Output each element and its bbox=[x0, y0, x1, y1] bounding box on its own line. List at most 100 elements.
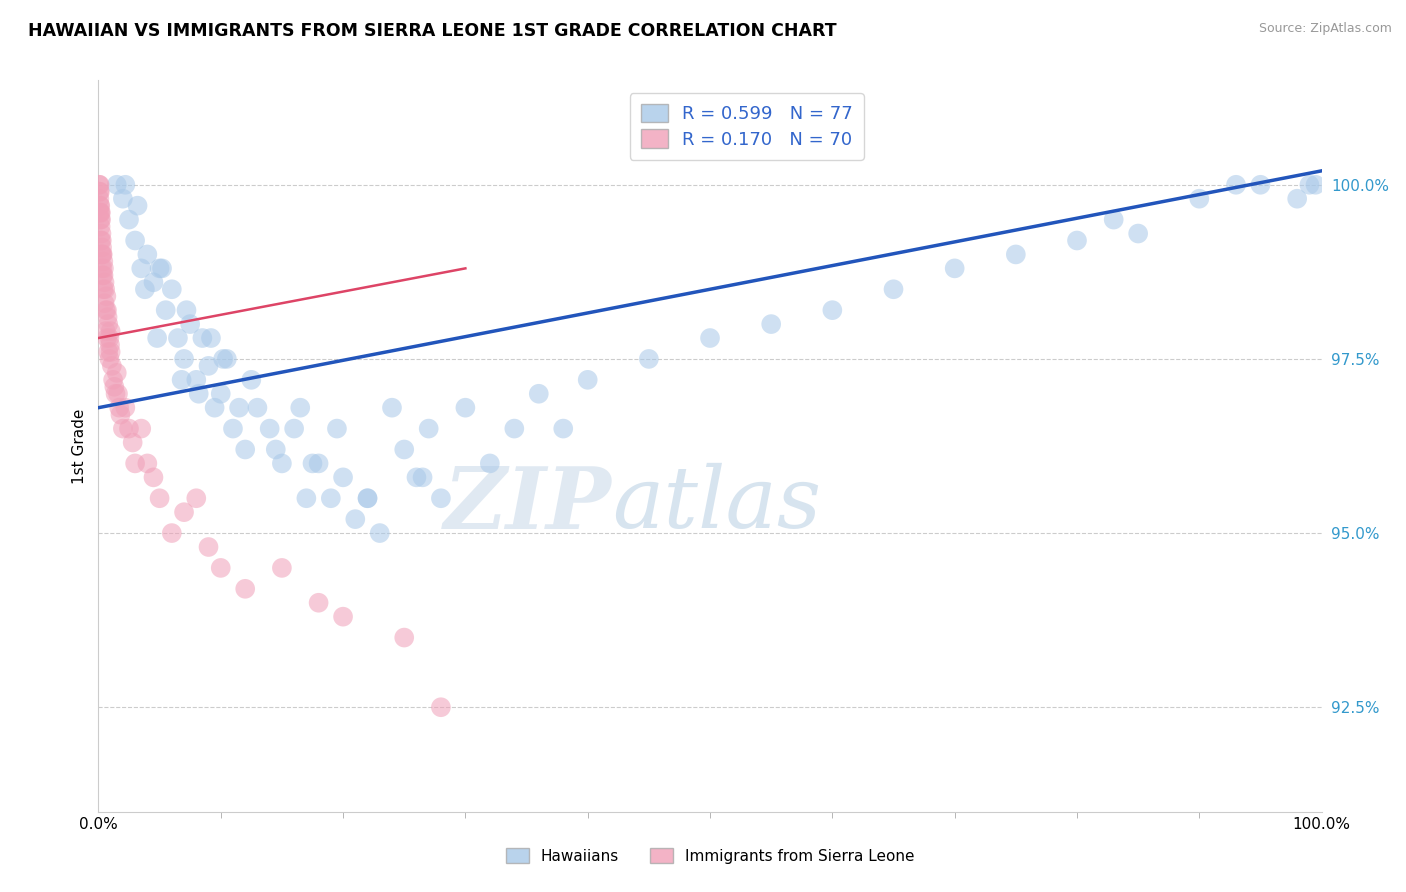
Point bbox=[430, 700, 453, 714]
Point bbox=[136, 247, 159, 261]
Point bbox=[90, 234, 112, 248]
Point bbox=[98, 331, 121, 345]
Point bbox=[326, 421, 349, 435]
Point bbox=[392, 631, 416, 645]
Point bbox=[170, 373, 193, 387]
Point bbox=[94, 324, 117, 338]
Point bbox=[90, 212, 112, 227]
Point bbox=[100, 345, 122, 359]
Point bbox=[1102, 212, 1125, 227]
Point bbox=[1225, 178, 1247, 192]
Point bbox=[176, 303, 198, 318]
Point bbox=[124, 234, 146, 248]
Point bbox=[90, 247, 112, 261]
Point bbox=[90, 234, 112, 248]
Point bbox=[91, 254, 114, 268]
Point bbox=[186, 373, 208, 387]
Point bbox=[197, 359, 219, 373]
Point bbox=[356, 491, 378, 506]
Point bbox=[319, 491, 342, 506]
Point bbox=[200, 331, 222, 345]
Point bbox=[1305, 178, 1327, 192]
Point bbox=[1004, 247, 1026, 261]
Point bbox=[91, 247, 114, 261]
Text: Source: ZipAtlas.com: Source: ZipAtlas.com bbox=[1258, 22, 1392, 36]
Point bbox=[264, 442, 287, 457]
Point bbox=[91, 268, 114, 283]
Point bbox=[301, 457, 323, 471]
Point bbox=[114, 178, 136, 192]
Point bbox=[418, 421, 440, 435]
Point bbox=[699, 331, 721, 345]
Point bbox=[107, 386, 129, 401]
Point bbox=[209, 386, 232, 401]
Point bbox=[149, 491, 172, 506]
Point bbox=[89, 192, 111, 206]
Point bbox=[94, 282, 117, 296]
Point bbox=[98, 338, 121, 352]
Point bbox=[97, 345, 120, 359]
Point bbox=[212, 351, 235, 366]
Point bbox=[89, 185, 111, 199]
Point bbox=[101, 373, 124, 387]
Point bbox=[576, 373, 599, 387]
Point bbox=[209, 561, 232, 575]
Point bbox=[332, 470, 354, 484]
Point bbox=[1250, 178, 1272, 192]
Point bbox=[114, 401, 136, 415]
Point bbox=[173, 351, 195, 366]
Point bbox=[179, 317, 201, 331]
Point bbox=[259, 421, 281, 435]
Point bbox=[821, 303, 844, 318]
Point bbox=[270, 561, 294, 575]
Point bbox=[150, 261, 173, 276]
Point bbox=[295, 491, 318, 506]
Point bbox=[943, 261, 966, 276]
Point bbox=[246, 401, 269, 415]
Point bbox=[149, 261, 172, 276]
Point bbox=[103, 380, 125, 394]
Text: HAWAIIAN VS IMMIGRANTS FROM SIERRA LEONE 1ST GRADE CORRELATION CHART: HAWAIIAN VS IMMIGRANTS FROM SIERRA LEONE… bbox=[28, 22, 837, 40]
Point bbox=[93, 296, 115, 310]
Point bbox=[240, 373, 263, 387]
Point bbox=[142, 470, 165, 484]
Point bbox=[94, 303, 117, 318]
Point bbox=[89, 212, 111, 227]
Point bbox=[405, 470, 427, 484]
Point bbox=[121, 435, 143, 450]
Point bbox=[97, 317, 120, 331]
Point bbox=[233, 442, 256, 457]
Point bbox=[91, 240, 114, 254]
Point bbox=[118, 421, 141, 435]
Point bbox=[637, 351, 661, 366]
Point bbox=[290, 401, 312, 415]
Point bbox=[96, 331, 118, 345]
Point bbox=[89, 205, 111, 219]
Point bbox=[356, 491, 378, 506]
Point bbox=[89, 199, 111, 213]
Point bbox=[96, 289, 118, 303]
Point bbox=[173, 505, 195, 519]
Point bbox=[110, 408, 132, 422]
Text: atlas: atlas bbox=[612, 463, 821, 546]
Point bbox=[98, 351, 121, 366]
Point bbox=[308, 457, 330, 471]
Point bbox=[97, 310, 120, 325]
Point bbox=[100, 324, 122, 338]
Point bbox=[883, 282, 905, 296]
Point bbox=[392, 442, 416, 457]
Point bbox=[96, 303, 118, 318]
Point bbox=[89, 199, 111, 213]
Point bbox=[146, 331, 169, 345]
Point bbox=[134, 282, 156, 296]
Point bbox=[155, 303, 177, 318]
Text: ZIP: ZIP bbox=[444, 463, 612, 546]
Point bbox=[1298, 178, 1320, 192]
Point bbox=[332, 609, 354, 624]
Point bbox=[187, 386, 209, 401]
Y-axis label: 1st Grade: 1st Grade bbox=[72, 409, 87, 483]
Point bbox=[111, 192, 134, 206]
Point bbox=[454, 401, 477, 415]
Point bbox=[191, 331, 214, 345]
Point bbox=[105, 366, 128, 380]
